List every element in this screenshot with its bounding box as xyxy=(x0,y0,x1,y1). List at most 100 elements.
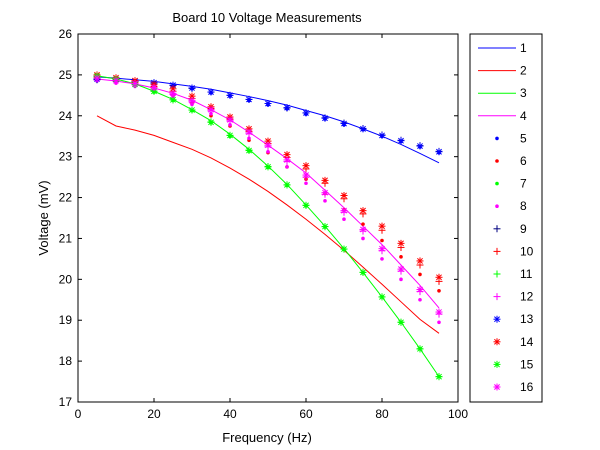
y-tick-label: 22 xyxy=(59,191,73,205)
legend-label: 3 xyxy=(520,86,527,100)
legend-label: 8 xyxy=(520,199,527,213)
y-tick-label: 17 xyxy=(59,395,73,409)
legend-item: 14 xyxy=(493,335,534,349)
data-point xyxy=(302,162,310,170)
data-point xyxy=(437,320,441,325)
data-point xyxy=(245,128,253,136)
data-point xyxy=(131,79,139,87)
legend-item: 15 xyxy=(493,357,534,371)
data-point xyxy=(283,104,291,112)
data-point xyxy=(302,171,310,179)
data-point xyxy=(359,225,367,233)
legend-item: 16 xyxy=(493,380,534,394)
data-point xyxy=(397,265,405,273)
data-point xyxy=(226,91,234,99)
data-point xyxy=(359,125,367,133)
legend-label: 13 xyxy=(520,312,534,326)
legend-marker-swatch xyxy=(495,136,499,141)
legend-item: 11 xyxy=(493,267,533,281)
data-point xyxy=(264,100,272,108)
legend-item: 2 xyxy=(478,64,527,78)
legend-marker-swatch xyxy=(493,270,501,278)
legend-marker-swatch xyxy=(493,293,501,301)
data-point xyxy=(340,192,348,200)
data-point xyxy=(321,223,329,231)
x-tick-label: 0 xyxy=(75,407,82,421)
chart-title: Board 10 Voltage Measurements xyxy=(172,10,362,25)
y-tick-label: 26 xyxy=(59,27,73,41)
data-point xyxy=(321,114,329,122)
data-point xyxy=(359,268,367,276)
y-tick-label: 19 xyxy=(59,313,73,327)
data-point xyxy=(340,120,348,128)
data-point xyxy=(435,308,443,316)
data-point xyxy=(378,293,386,301)
legend-label: 5 xyxy=(520,131,527,145)
data-point xyxy=(264,163,272,171)
legend-marker-swatch xyxy=(495,159,499,163)
legend-label: 7 xyxy=(520,177,527,191)
legend-label: 10 xyxy=(520,244,534,258)
y-tick-label: 18 xyxy=(59,354,73,368)
data-point xyxy=(323,199,327,203)
data-point xyxy=(283,181,291,189)
data-point xyxy=(304,181,308,186)
x-tick-label: 80 xyxy=(375,407,389,421)
legend-label: 4 xyxy=(520,109,527,123)
plot-area xyxy=(77,33,459,403)
legend-marker-swatch xyxy=(495,204,499,208)
data-point xyxy=(207,118,215,126)
legend-item: 8 xyxy=(495,199,527,213)
data-point xyxy=(285,165,289,169)
data-point xyxy=(359,207,367,215)
x-tick-label: 20 xyxy=(147,407,161,421)
data-point xyxy=(435,373,443,381)
x-tick-label: 100 xyxy=(448,407,468,421)
data-point xyxy=(437,288,441,293)
data-point xyxy=(418,272,422,277)
data-point xyxy=(340,245,348,253)
data-point xyxy=(380,238,384,243)
data-point xyxy=(264,141,272,149)
y-axis-title: Voltage (mV) xyxy=(36,180,51,255)
legend-label: 1 xyxy=(520,41,527,55)
data-point xyxy=(321,176,329,184)
data-point xyxy=(361,222,365,226)
legend-item: 5 xyxy=(495,131,527,145)
plot-content xyxy=(93,71,443,381)
data-point xyxy=(226,116,234,124)
data-point xyxy=(245,95,253,103)
legend-marker-swatch xyxy=(493,225,501,233)
data-point xyxy=(378,222,386,230)
data-point xyxy=(435,148,443,156)
data-point xyxy=(399,277,403,282)
legend-item: 12 xyxy=(493,290,534,304)
data-point xyxy=(416,257,424,265)
legend-label: 12 xyxy=(520,290,534,304)
data-point xyxy=(435,273,443,281)
data-point xyxy=(302,201,310,209)
x-tick-label: 40 xyxy=(223,407,237,421)
legend-label: 16 xyxy=(520,380,534,394)
data-point xyxy=(150,84,158,92)
legend-label: 11 xyxy=(520,267,533,281)
y-tick-label: 21 xyxy=(59,231,73,245)
data-point xyxy=(416,142,424,150)
data-point xyxy=(112,77,120,85)
x-tick-label: 60 xyxy=(299,407,313,421)
data-point xyxy=(416,345,424,353)
data-point xyxy=(361,236,365,241)
data-point xyxy=(321,189,329,197)
series-line xyxy=(96,115,440,334)
axes-ticks: 0 20 40 60 80 100 17 18 19 20 21 22 23 24 25 26 xyxy=(59,27,469,421)
series-13 xyxy=(93,75,443,156)
data-point xyxy=(207,88,215,96)
data-point xyxy=(342,217,346,222)
data-point xyxy=(207,106,215,114)
legend-label: 2 xyxy=(520,64,527,78)
data-point xyxy=(397,239,405,247)
legend-item: 7 xyxy=(495,177,527,191)
data-point xyxy=(399,255,403,259)
